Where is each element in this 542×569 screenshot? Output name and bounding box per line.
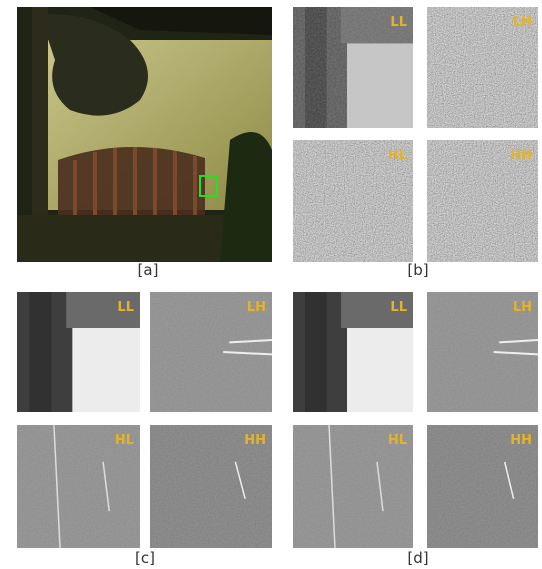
subband-label: HH — [510, 148, 532, 163]
photo-panel — [17, 7, 272, 262]
subband-label: LL — [117, 300, 134, 315]
panel-caption: [d] — [407, 549, 428, 567]
subband-image — [72, 328, 140, 412]
panel-caption: [b] — [407, 261, 428, 279]
subband-label: LL — [390, 15, 407, 30]
subband-label: LL — [390, 300, 407, 315]
subband-image — [29, 292, 51, 412]
subband-image — [347, 328, 413, 412]
panel-caption: [a] — [138, 261, 159, 279]
subband-label: LH — [513, 15, 532, 30]
subband-label: HL — [115, 433, 134, 448]
subband-label: LH — [247, 300, 266, 315]
subband-label: HL — [388, 433, 407, 448]
subband-label: HH — [244, 433, 266, 448]
subband-image — [305, 292, 327, 412]
subband-label: HL — [388, 148, 407, 163]
panel-caption: [c] — [135, 549, 155, 567]
subband-label: LH — [513, 300, 532, 315]
figure: LL LH HL HH LL LH HL HH LL LH HL HH [a] [b] [c] [d] — [0, 0, 542, 569]
subband-label: HH — [510, 433, 532, 448]
